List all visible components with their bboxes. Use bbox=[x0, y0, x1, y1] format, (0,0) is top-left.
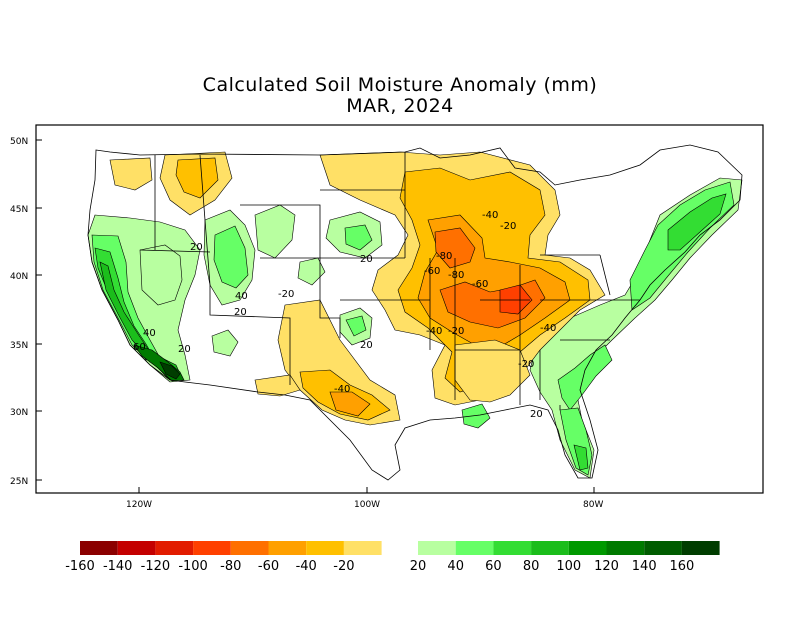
colorbar-label-wet-3: 80 bbox=[523, 559, 540, 574]
contour-label: -20 bbox=[500, 221, 516, 232]
wet-region-nebraska-40 bbox=[344, 224, 373, 251]
colorbar-swatch-wet-6 bbox=[644, 541, 682, 555]
wet-region-gulf bbox=[461, 403, 491, 429]
lon-tick-label: 120W bbox=[126, 500, 152, 510]
lat-tick-label: 35N bbox=[10, 341, 28, 351]
colorbar-label-wet-1: 40 bbox=[447, 559, 464, 574]
contour-label: -60 bbox=[472, 279, 488, 290]
boundaries bbox=[87, 144, 743, 481]
us-outline bbox=[87, 144, 743, 481]
lon-tick-label: 80W bbox=[583, 500, 603, 510]
colorbar-swatch-dry-3 bbox=[193, 541, 231, 555]
colorbar-swatch-dry-0 bbox=[80, 541, 118, 555]
lon-tick-label: 100W bbox=[354, 500, 380, 510]
lat-tick-label: 30N bbox=[10, 408, 28, 418]
contour-label: -80 bbox=[436, 251, 452, 262]
colorbar-swatch-dry-2 bbox=[155, 541, 194, 555]
map-subtitle: MAR, 2024 bbox=[346, 95, 454, 117]
contour-label: 20 bbox=[360, 254, 373, 265]
colorbar-label-wet-7: 160 bbox=[669, 559, 694, 574]
dry-region-texas-60 bbox=[329, 391, 371, 417]
wet-region-oklahoma-40 bbox=[345, 315, 367, 337]
colorbar-label-wet-4: 100 bbox=[556, 559, 581, 574]
latitude-axis: 50N 45N 40N 35N 30N 25N bbox=[10, 137, 42, 487]
longitude-axis: 120W 100W 80W bbox=[126, 487, 603, 510]
colorbar-swatch-wet-1 bbox=[455, 541, 494, 555]
colorbar-label-dry-6: -40 bbox=[296, 559, 317, 574]
contour-label: 20 bbox=[234, 307, 247, 318]
colorbar-swatch-wet-3 bbox=[531, 541, 569, 555]
colorbar-label-dry-2: -120 bbox=[141, 559, 171, 574]
contour-label: -60 bbox=[424, 266, 440, 277]
colorbar-swatch-wet-4 bbox=[568, 541, 607, 555]
contour-label: -20 bbox=[448, 326, 464, 337]
colorbar-swatch-wet-2 bbox=[493, 541, 532, 555]
wet-region-west-140 bbox=[159, 361, 181, 380]
contour-label: 20 bbox=[530, 409, 543, 420]
colorbar: -160 -140 -120 -100 -80 -60 -40 -20 20 40 60 80 100 1… bbox=[65, 541, 720, 574]
dry-region-ms-al bbox=[454, 339, 531, 403]
wet-region-arizona bbox=[211, 329, 239, 357]
colorbar-swatch-wet-7 bbox=[681, 541, 720, 555]
contour-label: 40 bbox=[143, 328, 156, 339]
dry-region-idaho bbox=[109, 157, 153, 191]
colorbar-label-wet-2: 60 bbox=[485, 559, 502, 574]
wet-region-colorado bbox=[297, 257, 326, 286]
colorbar-label-dry-1: -140 bbox=[103, 559, 133, 574]
contour-label: -40 bbox=[334, 384, 350, 395]
colorbar-swatch-dry-4 bbox=[230, 541, 269, 555]
contour-label: -20 bbox=[518, 359, 534, 370]
colorbar-swatch-dry-5 bbox=[268, 541, 307, 555]
colorbar-swatch-dry-6 bbox=[306, 541, 344, 555]
colorbar-label-wet-5: 120 bbox=[594, 559, 619, 574]
colorbar-swatch-dry-1 bbox=[117, 541, 156, 555]
wet-region-nevada bbox=[139, 244, 183, 306]
contour-label: 20 bbox=[360, 340, 373, 351]
contour-label: -20 bbox=[278, 289, 294, 300]
colorbar-label-wet-6: 140 bbox=[632, 559, 657, 574]
colorbar-swatch-wet-5 bbox=[606, 541, 645, 555]
wet-region-newengland-60 bbox=[667, 193, 727, 251]
dry-region-montana-40 bbox=[175, 157, 219, 199]
wet-region-florida-60 bbox=[573, 444, 589, 471]
colorbar-label-dry-3: -100 bbox=[178, 559, 208, 574]
colorbar-label-wet-0: 20 bbox=[410, 559, 427, 574]
contour-label: -40 bbox=[540, 323, 556, 334]
dry-region-midmiss-100 bbox=[499, 284, 533, 315]
contour-label: 20 bbox=[178, 344, 191, 355]
contour-labels: 20 40 20 -20 20 20 40 60 20 -40 -80 -60 … bbox=[133, 210, 556, 420]
lat-tick-label: 40N bbox=[10, 272, 28, 282]
wet-region-utah-40 bbox=[213, 225, 249, 289]
contour-label: 60 bbox=[133, 342, 146, 353]
colorbar-label-dry-5: -60 bbox=[258, 559, 279, 574]
map-title: Calculated Soil Moisture Anomaly (mm) bbox=[202, 74, 598, 96]
lat-tick-label: 25N bbox=[10, 477, 28, 487]
contour-label: -40 bbox=[426, 326, 442, 337]
wet-region-carolinas-40 bbox=[557, 344, 613, 411]
anomaly-shading bbox=[87, 151, 743, 479]
dry-region-central-80 bbox=[434, 227, 476, 269]
colorbar-swatch-dry-7 bbox=[343, 541, 382, 555]
state-lines bbox=[139, 152, 640, 410]
contour-label: -40 bbox=[482, 210, 498, 221]
colorbar-label-dry-4: -80 bbox=[220, 559, 241, 574]
contour-label: -80 bbox=[448, 270, 464, 281]
contour-label: 40 bbox=[235, 291, 248, 302]
contour-label: 20 bbox=[190, 242, 203, 253]
colorbar-label-dry-7: -20 bbox=[333, 559, 354, 574]
colorbar-label-dry-0: -160 bbox=[65, 559, 95, 574]
colorbar-swatch-wet-0 bbox=[418, 541, 456, 555]
lat-tick-label: 50N bbox=[10, 137, 28, 147]
lat-tick-label: 45N bbox=[10, 205, 28, 215]
